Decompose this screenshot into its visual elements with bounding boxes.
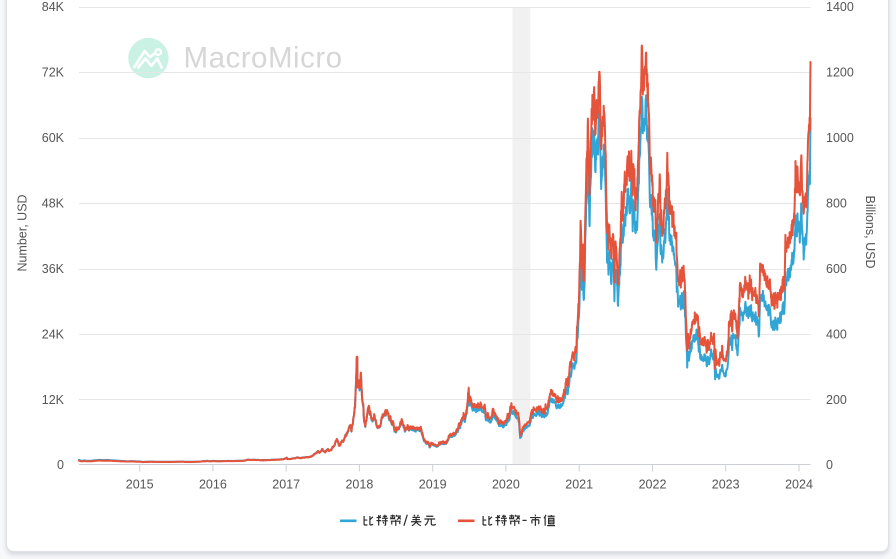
svg-text:72K: 72K [42,66,65,80]
svg-text:48K: 48K [42,197,65,211]
svg-text:200: 200 [826,393,847,407]
svg-text:24K: 24K [42,327,65,341]
svg-text:MacroMicro: MacroMicro [184,42,343,75]
svg-text:2023: 2023 [712,478,740,492]
svg-text:1000: 1000 [826,131,854,145]
svg-text:2020: 2020 [492,478,520,492]
svg-text:84K: 84K [42,0,65,14]
svg-text:400: 400 [826,327,847,341]
svg-text:2021: 2021 [565,478,593,492]
svg-text:0: 0 [826,458,833,472]
svg-text:800: 800 [826,197,847,211]
svg-text:2019: 2019 [419,478,447,492]
svg-text:60K: 60K [42,131,65,145]
svg-text:36K: 36K [42,262,65,276]
svg-text:2015: 2015 [126,478,154,492]
svg-text:1200: 1200 [826,66,854,80]
svg-text:2017: 2017 [272,478,300,492]
svg-text:2022: 2022 [639,478,667,492]
svg-text:2024: 2024 [785,478,813,492]
svg-text:600: 600 [826,262,847,276]
svg-text:Number, USD: Number, USD [16,194,30,271]
svg-text:2016: 2016 [199,478,227,492]
svg-text:2018: 2018 [345,478,373,492]
svg-text:Billions, USD: Billions, USD [863,196,877,269]
svg-text:12K: 12K [42,393,65,407]
svg-text:1400: 1400 [826,0,854,14]
svg-text:0: 0 [57,458,64,472]
